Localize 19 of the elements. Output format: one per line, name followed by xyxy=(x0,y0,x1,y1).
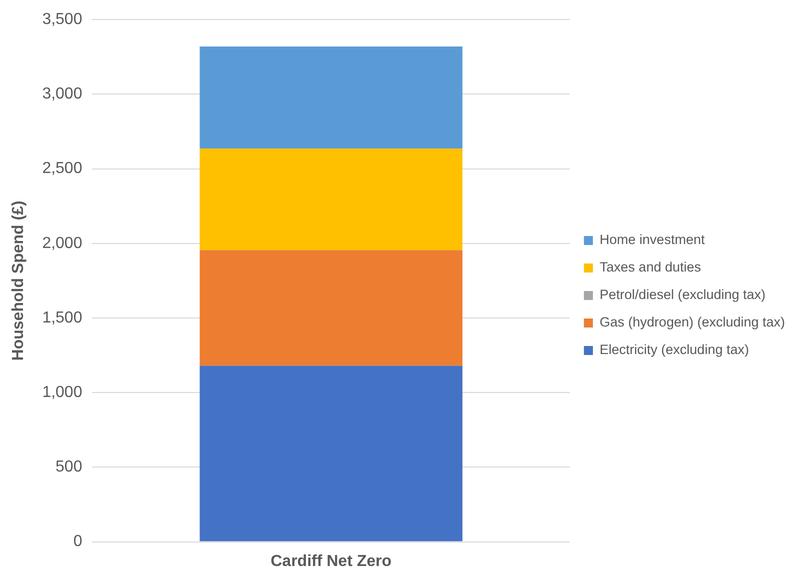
bar xyxy=(200,250,462,366)
y-tick-label: 1,000 xyxy=(42,384,82,402)
y-tick-label: 2,500 xyxy=(42,160,82,178)
y-tick-label: 500 xyxy=(56,458,82,476)
legend-label: Taxes and duties xyxy=(600,260,702,275)
y-tick-label: 3,500 xyxy=(42,11,82,28)
legend-label: Gas (hydrogen) (excluding tax) xyxy=(600,314,786,330)
y-tick-label: 0 xyxy=(73,533,82,550)
legend-label: Petrol/diesel (excluding tax) xyxy=(600,287,766,302)
y-tick-label: 1,500 xyxy=(42,309,82,326)
y-tick-label: 2,000 xyxy=(42,234,82,252)
y-axis-title: Household Spend (£) xyxy=(10,200,28,361)
y-tick-label: 3,000 xyxy=(42,86,82,103)
legend-label: Electricity (excluding tax) xyxy=(600,342,749,358)
legend-label: Home investment xyxy=(600,232,705,248)
bar xyxy=(200,366,462,542)
bar xyxy=(200,46,462,149)
bar xyxy=(200,148,462,250)
x-tick-label: Cardiff Net Zero xyxy=(270,552,392,570)
